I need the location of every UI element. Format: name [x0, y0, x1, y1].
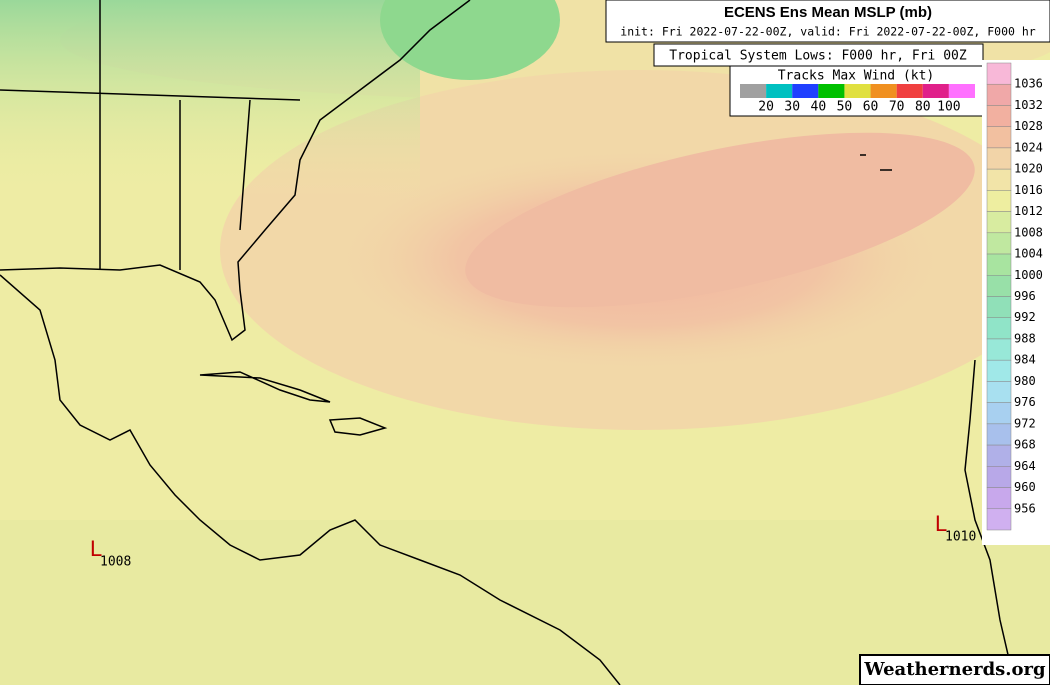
colorbar-label: 1000	[1014, 268, 1043, 282]
colorbar-label: 988	[1014, 331, 1036, 345]
colorbar-label: 1016	[1014, 183, 1043, 197]
track-swatch	[766, 84, 793, 98]
track-label: 50	[837, 100, 853, 115]
low-letter: L	[90, 536, 102, 561]
colorbar-cell	[986, 147, 1012, 170]
pressure-field	[465, 132, 975, 308]
colorbar-label: 984	[1014, 353, 1036, 367]
colorbar-cell	[986, 402, 1012, 425]
track-swatch	[870, 84, 897, 98]
colorbar-label: 956	[1014, 501, 1036, 515]
colorbar-cell	[986, 211, 1012, 234]
colorbar-label: 968	[1014, 438, 1036, 452]
low-pressure: 1010	[945, 530, 976, 545]
track-swatch	[792, 84, 819, 98]
track-swatch	[818, 84, 845, 98]
pressure-field	[0, 0, 420, 200]
coastlines	[0, 0, 1016, 685]
lows-title: Tropical System Lows: F000 hr, Fri 00Z	[669, 49, 967, 64]
colorbar-cell	[986, 105, 1012, 127]
track-swatch	[896, 84, 923, 98]
colorbar-label: 1008	[1014, 225, 1043, 239]
tracks-title: Tracks Max Wind (kt)	[778, 69, 935, 84]
watermark-box	[859, 654, 1050, 685]
track-swatch	[948, 84, 975, 98]
title-box	[605, 0, 1050, 43]
low-letter: L	[935, 511, 947, 536]
colorbar-label: 992	[1014, 310, 1036, 324]
colorbar: 1036 1032 1028 1024 1020 1016 1012 1008 1004 1000…	[986, 62, 1043, 531]
colorbar-cell	[986, 487, 1012, 510]
colorbar-cell	[986, 296, 1012, 318]
colorbar-cell	[986, 232, 1012, 255]
colorbar-cell	[986, 466, 1012, 488]
colorbar-cell	[986, 83, 1012, 106]
colorbar-label: 1028	[1014, 119, 1043, 133]
colorbar-cell	[986, 359, 1012, 382]
colorbar-label: 1024	[1014, 140, 1043, 154]
colorbar-cell	[986, 275, 1012, 297]
colorbar-cell	[986, 444, 1012, 467]
colorbar-cell	[986, 253, 1012, 276]
colorbar-cell	[986, 508, 1012, 531]
pressure-field	[380, 0, 560, 80]
colorbar-label: 972	[1014, 416, 1036, 430]
colorbar-label: 996	[1014, 289, 1036, 303]
colorbar-label: 1036	[1014, 77, 1043, 91]
track-label: 20	[758, 100, 774, 115]
colorbar-cell	[986, 168, 1012, 191]
low-pressure: 1008	[100, 555, 131, 570]
colorbar-cell	[986, 62, 1012, 85]
track-label: 70	[889, 100, 905, 115]
track-label: 100	[937, 100, 960, 115]
track-label: 30	[784, 100, 800, 115]
colorbar-cell	[986, 338, 1012, 361]
colorbar-label: 980	[1014, 374, 1036, 388]
colorbar-cell	[986, 423, 1012, 446]
colorbar-cell	[986, 190, 1012, 212]
track-swatch	[922, 84, 949, 98]
colorbar-label: 1004	[1014, 247, 1043, 261]
track-label: 60	[863, 100, 879, 115]
track-swatch	[844, 84, 871, 98]
subtitle: init: Fri 2022-07-22-00Z, valid: Fri 202…	[620, 25, 1035, 39]
tracks-scale: 20 30 40 50 60 70 80 100	[740, 84, 975, 115]
colorbar-cell	[986, 126, 1012, 149]
track-swatch	[740, 84, 767, 98]
colorbar-label: 1012	[1014, 204, 1043, 218]
title: ECENS Ens Mean MSLP (mb)	[724, 4, 932, 21]
colorbar-cell	[986, 317, 1012, 340]
colorbar-label: 976	[1014, 395, 1036, 409]
colorbar-label: 1032	[1014, 98, 1043, 112]
colorbar-label: 964	[1014, 459, 1036, 473]
track-label: 40	[811, 100, 827, 115]
colorbar-label: 1020	[1014, 162, 1043, 176]
colorbar-cell	[986, 381, 1012, 403]
colorbar-label: 960	[1014, 480, 1036, 494]
track-label: 80	[915, 100, 931, 115]
watermark: Weathernerds.org	[863, 659, 1046, 680]
